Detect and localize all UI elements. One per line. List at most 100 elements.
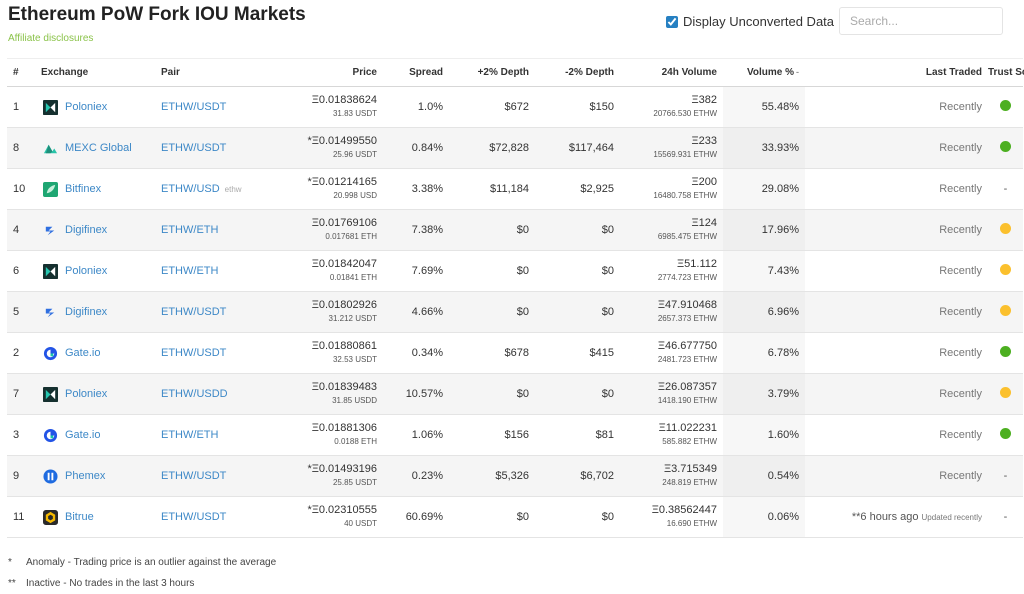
- exchange-link[interactable]: Poloniex: [65, 265, 108, 277]
- footnote-inactive: ** Inactive - No trades in the last 3 hou…: [8, 578, 195, 589]
- minus-depth-cell: $0: [535, 496, 620, 538]
- col-header-num[interactable]: #: [7, 58, 41, 87]
- exchange-link[interactable]: Poloniex: [65, 388, 108, 400]
- col-header-volume-pct[interactable]: Volume % -: [723, 58, 805, 87]
- volume-converted: 585.882 ETHW: [662, 437, 717, 446]
- volume-pct-cell: 1.60%: [723, 414, 805, 456]
- trust-score-none: -: [1003, 470, 1008, 482]
- pair-link[interactable]: ETHW/USD: [161, 183, 220, 195]
- phemex-icon: [43, 468, 58, 484]
- pair-link[interactable]: ETHW/ETH: [161, 429, 219, 441]
- last-traded-value: Recently: [939, 224, 982, 236]
- table-row: 11 Bitrue ETHW/USDT *Ξ0.02310555 40 USDT 60.6…: [7, 496, 1023, 538]
- exchange-cell: Poloniex: [41, 373, 161, 415]
- pair-link[interactable]: ETHW/USDT: [161, 306, 227, 318]
- exchange-link[interactable]: Phemex: [65, 470, 106, 482]
- exchange-cell: MEXC Global: [41, 127, 161, 169]
- pair-link[interactable]: ETHW/ETH: [161, 224, 219, 236]
- table-row: 10 Bitfinex ETHW/USD ethw *Ξ0.01214165 20.998…: [7, 168, 1023, 210]
- volume-pct-cell: 0.54%: [723, 455, 805, 497]
- trust-score-green-icon: [1000, 428, 1011, 439]
- exchange-link[interactable]: Digifinex: [65, 224, 108, 236]
- col-header-price[interactable]: Price: [279, 58, 383, 87]
- col-header-spread[interactable]: Spread: [383, 58, 449, 87]
- pair-cell: ETHW/USDD: [161, 373, 279, 415]
- spread-cell: 3.38%: [383, 168, 449, 210]
- markets-table: # Exchange Pair Price Spread +2% Depth -…: [7, 58, 1024, 538]
- exchange-link[interactable]: MEXC Global: [65, 142, 132, 154]
- last-traded-cell: Recently: [805, 414, 988, 456]
- trust-score-cell: [988, 127, 1023, 169]
- exchange-cell: Poloniex: [41, 250, 161, 292]
- search-input[interactable]: [839, 7, 1003, 35]
- exchange-link[interactable]: Poloniex: [65, 101, 108, 113]
- last-traded-cell: Recently: [805, 373, 988, 415]
- trust-score-yellow-icon: [1000, 264, 1011, 275]
- exchange-link[interactable]: Bitrue: [65, 511, 94, 523]
- exchange-cell: Poloniex: [41, 86, 161, 128]
- volume-value: Ξ0.38562447: [651, 504, 717, 516]
- exchange-link[interactable]: Gate.io: [65, 347, 101, 359]
- col-header-pair[interactable]: Pair: [161, 58, 279, 87]
- plus-depth-cell: $0: [449, 373, 535, 415]
- exchange-cell: Bitfinex: [41, 168, 161, 210]
- volume-converted: 2774.723 ETHW: [657, 273, 717, 282]
- display-unconverted-checkbox[interactable]: [666, 15, 678, 28]
- col-header-minus-depth[interactable]: -2% Depth: [535, 58, 620, 87]
- pair-link[interactable]: ETHW/ETH: [161, 265, 219, 277]
- pair-link[interactable]: ETHW/USDT: [161, 511, 227, 523]
- pair-link[interactable]: ETHW/USDT: [161, 470, 227, 482]
- price-cell: Ξ0.01802926 31.212 USDT: [279, 291, 383, 333]
- col-header-last-traded[interactable]: Last Traded: [805, 58, 988, 87]
- price-cell: *Ξ0.01499550 25.96 USDT: [279, 127, 383, 169]
- exchange-cell: Gate.io: [41, 414, 161, 456]
- volume-cell: Ξ124 6985.475 ETHW: [620, 209, 723, 251]
- gateio-icon: [43, 428, 58, 443]
- price-cell: Ξ0.01839483 31.85 USDD: [279, 373, 383, 415]
- bitfinex-icon: [43, 181, 58, 197]
- exchange-link[interactable]: Digifinex: [65, 306, 108, 318]
- pair-cell: ETHW/USDT: [161, 86, 279, 128]
- last-traded-value: Recently: [939, 388, 982, 400]
- trust-score-cell: -: [988, 455, 1023, 497]
- col-header-plus-depth[interactable]: +2% Depth: [449, 58, 535, 87]
- price-cell: *Ξ0.01493196 25.85 USDT: [279, 455, 383, 497]
- price-value: Ξ0.01802926: [311, 299, 377, 311]
- col-header-volume[interactable]: 24h Volume: [620, 58, 723, 87]
- exchange-cell: Digifinex: [41, 209, 161, 251]
- last-traded-value: Recently: [939, 429, 982, 441]
- display-unconverted-toggle[interactable]: Display Unconverted Data: [666, 14, 834, 29]
- rank-cell: 1: [7, 86, 41, 128]
- table-row: 4 Digifinex ETHW/ETH Ξ0.01769106 0.017681 ET…: [7, 209, 1023, 251]
- volume-cell: Ξ200 16480.758 ETHW: [620, 168, 723, 210]
- trust-score-cell: [988, 250, 1023, 292]
- volume-converted: 2657.373 ETHW: [657, 314, 717, 323]
- volume-converted: 16480.758 ETHW: [653, 191, 717, 200]
- col-header-exchange[interactable]: Exchange: [41, 58, 161, 87]
- pair-link[interactable]: ETHW/USDT: [161, 142, 227, 154]
- pair-link[interactable]: ETHW/USDD: [161, 388, 228, 400]
- price-converted: 0.0188 ETH: [334, 437, 377, 446]
- pair-link[interactable]: ETHW/USDT: [161, 347, 227, 359]
- volume-cell: Ξ51.112 2774.723 ETHW: [620, 250, 723, 292]
- exchange-link[interactable]: Gate.io: [65, 429, 101, 441]
- mexc-icon: [43, 141, 58, 156]
- trust-score-cell: -: [988, 168, 1023, 210]
- col-header-trust-score[interactable]: Trust Score: [988, 58, 1024, 87]
- affiliate-disclosures-link[interactable]: Affiliate disclosures: [8, 33, 94, 44]
- volume-cell: Ξ11.022231 585.882 ETHW: [620, 414, 723, 456]
- table-row: 8 MEXC Global ETHW/USDT *Ξ0.01499550 25.96 U…: [7, 127, 1023, 169]
- rank-cell: 8: [7, 127, 41, 169]
- poloniex-icon: [43, 263, 58, 279]
- rank-cell: 3: [7, 414, 41, 456]
- gateio-icon: [43, 346, 58, 361]
- exchange-link[interactable]: Bitfinex: [65, 183, 102, 195]
- pair-link[interactable]: ETHW/USDT: [161, 101, 227, 113]
- rank-cell: 6: [7, 250, 41, 292]
- rank-cell: 4: [7, 209, 41, 251]
- pair-cell: ETHW/ETH: [161, 250, 279, 292]
- plus-depth-cell: $11,184: [449, 168, 535, 210]
- spread-cell: 0.34%: [383, 332, 449, 374]
- trust-score-green-icon: [1000, 141, 1011, 152]
- trust-score-cell: [988, 86, 1023, 128]
